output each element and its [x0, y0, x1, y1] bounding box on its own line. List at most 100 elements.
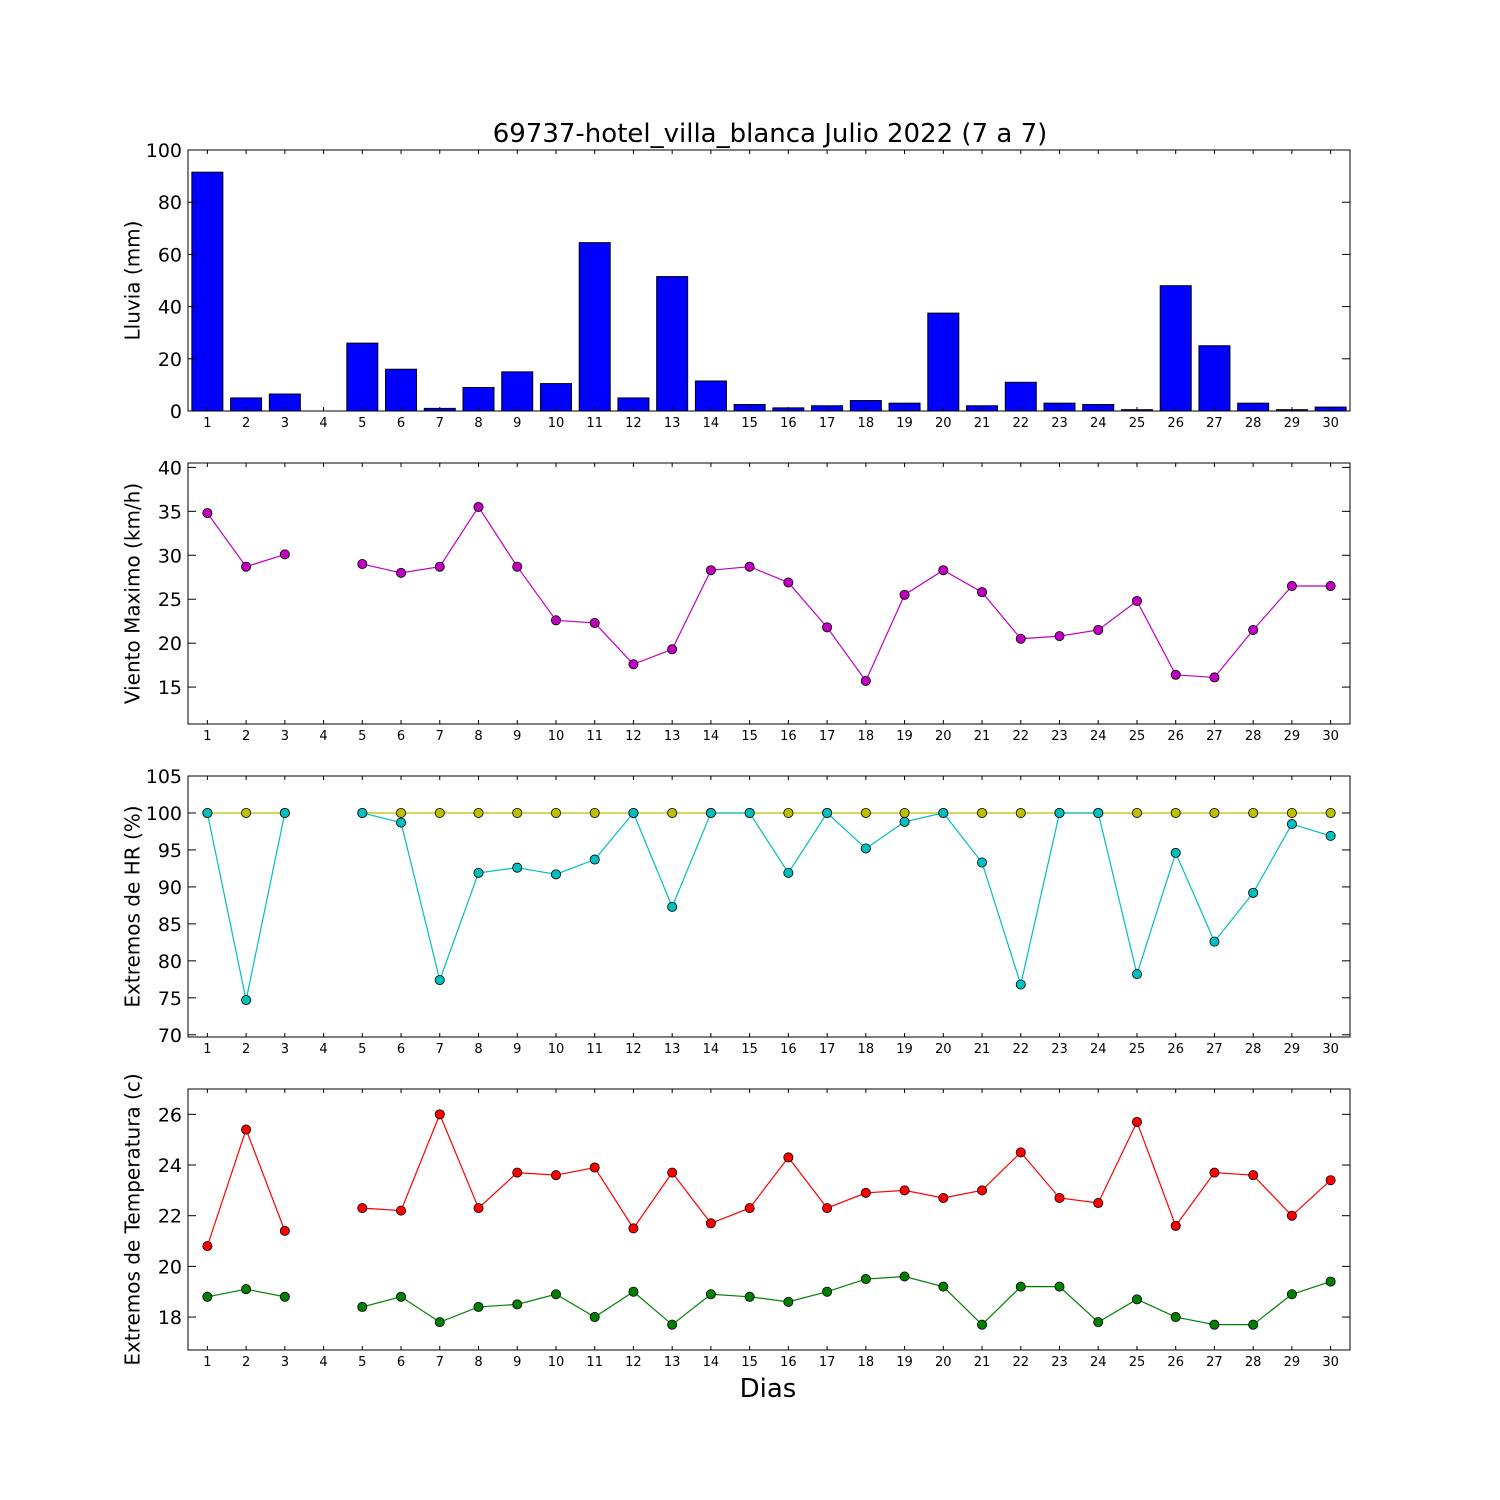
- series-2-point-day-8: [473, 867, 484, 878]
- series-1-point-day-20: [938, 1192, 949, 1203]
- x-tick-label: 28: [1245, 1355, 1262, 1370]
- x-tick-label: 14: [703, 416, 720, 431]
- x-tick-label: 21: [974, 729, 991, 744]
- y-tick-label: 40: [158, 297, 182, 319]
- x-tick-label: 24: [1090, 1042, 1107, 1057]
- x-tick-label: 2: [242, 1355, 250, 1370]
- x-tick-label: 15: [741, 1042, 758, 1057]
- series-2-point-day-12: [628, 1286, 639, 1297]
- x-tick-label: 13: [664, 416, 681, 431]
- bar-day-5: [346, 342, 379, 412]
- x-tick-label: 25: [1129, 1042, 1146, 1057]
- series-2-point-day-2: [241, 1284, 252, 1295]
- bar-day-6: [385, 368, 418, 412]
- series-2-point-day-7: [434, 1317, 445, 1328]
- x-tick-label: 10: [548, 729, 565, 744]
- series-2-point-day-22: [1015, 979, 1026, 990]
- series-1-point-day-24: [1093, 1198, 1104, 1209]
- series-1-point-day-7: [434, 1109, 445, 1120]
- x-tick-label: 28: [1245, 729, 1262, 744]
- x-tick-label: 3: [281, 416, 289, 431]
- x-tick-label: 27: [1206, 1355, 1223, 1370]
- x-tick-label: 16: [780, 1355, 797, 1370]
- x-tick-label: 17: [819, 416, 836, 431]
- x-tick-label: 11: [586, 1355, 603, 1370]
- series-1-point-day-2: [241, 1124, 252, 1135]
- chart-title: 69737-hotel_villa_blanca Julio 2022 (7 a…: [493, 119, 1048, 149]
- series-1-point-day-11: [589, 807, 600, 818]
- series-2-point-day-29: [1286, 1289, 1297, 1300]
- series-2-point-day-7: [434, 975, 445, 986]
- series-2-point-day-10: [550, 1289, 561, 1300]
- x-tick-label: 24: [1090, 416, 1107, 431]
- y-tick-label: 15: [158, 677, 182, 699]
- series-2-point-day-11: [589, 854, 600, 865]
- series-2-point-day-18: [860, 1274, 871, 1285]
- series-2-point-day-25: [1131, 1294, 1142, 1305]
- x-tick-label: 1: [203, 416, 211, 431]
- x-tick-label: 13: [664, 729, 681, 744]
- x-tick-label: 1: [203, 1355, 211, 1370]
- x-tick-label: 5: [358, 416, 366, 431]
- series-1-point-day-22: [1015, 633, 1026, 644]
- x-tick-label: 29: [1284, 729, 1301, 744]
- x-tick-label: 5: [358, 1042, 366, 1057]
- series-1-point-day-2: [241, 561, 252, 572]
- y-tick-label: 100: [146, 140, 182, 162]
- x-tick-label: 29: [1284, 416, 1301, 431]
- series-1-point-day-1: [202, 1241, 213, 1252]
- series-1-point-day-9: [512, 561, 523, 572]
- x-tick-label: 5: [358, 729, 366, 744]
- x-tick-label: 3: [281, 729, 289, 744]
- x-tick-label: 22: [1012, 1042, 1029, 1057]
- y-axis-label: Lluvia (mm): [121, 221, 145, 341]
- series-2-point-day-1: [202, 807, 213, 818]
- series-2-point-day-8: [473, 1301, 484, 1312]
- x-tick-label: 14: [703, 1355, 720, 1370]
- series-1-point-day-14: [705, 565, 716, 576]
- series-2-point-day-26: [1170, 1312, 1181, 1323]
- series-1-point-day-22: [1015, 807, 1026, 818]
- x-tick-label: 6: [397, 416, 405, 431]
- y-tick-label: 18: [158, 1307, 182, 1329]
- x-tick-label: 22: [1012, 416, 1029, 431]
- x-tick-label: 20: [935, 416, 952, 431]
- x-tick-label: 18: [858, 729, 875, 744]
- x-tick-label: 7: [436, 416, 444, 431]
- series-1-point-day-21: [977, 587, 988, 598]
- x-tick-label: 30: [1322, 729, 1339, 744]
- x-tick-label: 25: [1129, 1355, 1146, 1370]
- x-tick-label: 16: [780, 416, 797, 431]
- series-1-point-day-26: [1170, 1220, 1181, 1231]
- series-1-point-day-13: [667, 1167, 678, 1178]
- x-tick-label: 18: [858, 1355, 875, 1370]
- x-tick-label: 7: [436, 1355, 444, 1370]
- x-tick-label: 10: [548, 1042, 565, 1057]
- series-1-point-day-18: [860, 1187, 871, 1198]
- series-1-point-day-27: [1209, 807, 1220, 818]
- series-2-point-day-6: [396, 817, 407, 828]
- x-tick-label: 1: [203, 1042, 211, 1057]
- series-1-point-day-16: [783, 807, 794, 818]
- bar-day-1: [191, 171, 224, 412]
- x-tick-label: 26: [1167, 416, 1184, 431]
- series-1-point-day-19: [899, 1185, 910, 1196]
- y-tick-label: 100: [146, 803, 182, 825]
- series-1-point-day-5: [357, 1203, 368, 1214]
- series-1-point-day-9: [512, 1167, 523, 1178]
- x-tick-label: 13: [664, 1355, 681, 1370]
- series-2-point-day-12: [628, 807, 639, 818]
- series-1-point-day-3: [279, 1225, 290, 1236]
- x-tick-label: 20: [935, 1042, 952, 1057]
- x-tick-label: 2: [242, 1042, 250, 1057]
- y-tick-label: 30: [158, 545, 182, 567]
- series-2-point-day-13: [667, 901, 678, 912]
- series-2-point-day-30: [1325, 1276, 1336, 1287]
- series-2-point-day-22: [1015, 1281, 1026, 1292]
- series-1-point-day-9: [512, 807, 523, 818]
- series-1-point-day-26: [1170, 807, 1181, 818]
- x-tick-label: 26: [1167, 729, 1184, 744]
- x-tick-label: 6: [397, 1355, 405, 1370]
